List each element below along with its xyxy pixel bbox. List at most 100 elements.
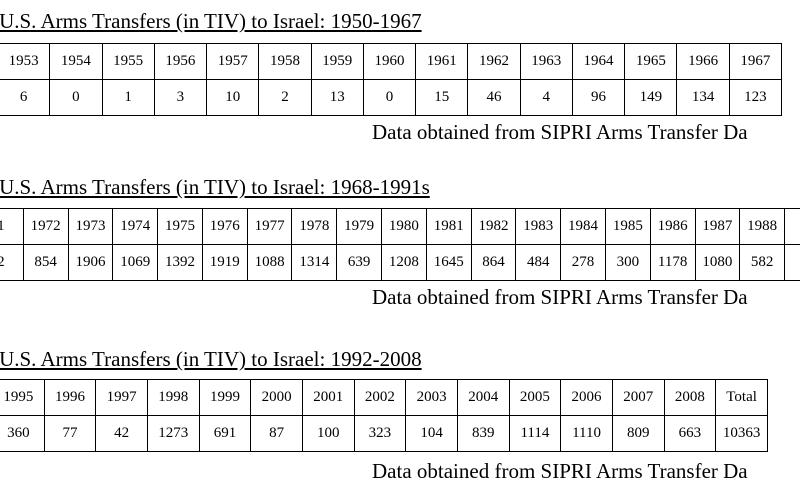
value-cell: 1069 bbox=[112, 244, 159, 281]
year-cell: 1986 bbox=[649, 208, 696, 245]
year-cell: 1978 bbox=[291, 208, 338, 245]
year-cell: 1957 bbox=[206, 43, 260, 80]
value-cell: 809 bbox=[611, 415, 665, 452]
year-cell: 1955 bbox=[101, 43, 155, 80]
value-cell: 639 bbox=[336, 244, 383, 281]
value-cell: 149 bbox=[624, 79, 678, 116]
value-cell: 2 bbox=[784, 244, 800, 281]
value-cell: 96 bbox=[571, 79, 626, 116]
value-cell: 278 bbox=[560, 244, 606, 281]
value-cell: 1273 bbox=[146, 415, 200, 452]
value-cell: 663 bbox=[663, 415, 717, 452]
value-cell: 15 bbox=[415, 79, 469, 116]
table-row-years: 1 1972 1973 1974 1975 1976 1977 1978 197… bbox=[0, 208, 800, 245]
value-cell: 3 bbox=[153, 79, 208, 116]
year-cell: 1972 bbox=[22, 208, 69, 245]
value-cell: 1314 bbox=[291, 244, 338, 281]
arms-transfer-table: 1953 1954 1955 1956 1957 1958 1959 1960 … bbox=[0, 43, 783, 116]
year-cell: 1980 bbox=[381, 208, 427, 245]
year-cell: 1981 bbox=[425, 208, 472, 245]
value-cell: 582 bbox=[739, 244, 786, 281]
value-cell: 77 bbox=[43, 415, 97, 452]
year-cell: 1975 bbox=[157, 208, 203, 245]
year-cell: 1967 bbox=[728, 43, 783, 80]
year-cell: 1953 bbox=[0, 43, 51, 80]
value-cell: 42 bbox=[95, 415, 148, 452]
year-cell: 1964 bbox=[571, 43, 626, 80]
year-cell: 1956 bbox=[153, 43, 208, 80]
table-title: : U.S. Arms Transfers (in TIV) to Israel… bbox=[0, 175, 430, 199]
year-cell: 1995 bbox=[0, 379, 45, 416]
year-cell: 1963 bbox=[519, 43, 573, 80]
year-cell: 2003 bbox=[405, 379, 458, 416]
value-cell: 864 bbox=[470, 244, 517, 281]
source-note: Data obtained from SIPRI Arms Transfer D… bbox=[372, 120, 748, 144]
table-row-years: 1953 1954 1955 1956 1957 1958 1959 1960 … bbox=[0, 43, 783, 80]
table-row-values: 360 77 42 1273 691 87 100 323 104 839 11… bbox=[0, 415, 768, 452]
value-cell: 691 bbox=[198, 415, 252, 452]
year-cell: 1962 bbox=[467, 43, 521, 80]
value-cell: 1906 bbox=[67, 244, 114, 281]
value-cell: 1178 bbox=[649, 244, 696, 281]
table-row-values: 2 854 1906 1069 1392 1919 1088 1314 639 … bbox=[0, 244, 800, 281]
year-cell: 1959 bbox=[310, 43, 364, 80]
year-cell: 1 bbox=[0, 208, 24, 245]
value-cell: 0 bbox=[362, 79, 417, 116]
value-cell: 1088 bbox=[246, 244, 293, 281]
year-cell: 2008 bbox=[663, 379, 717, 416]
value-cell: 484 bbox=[515, 244, 562, 281]
year-cell: 2004 bbox=[456, 379, 510, 416]
year-cell: 1982 bbox=[470, 208, 517, 245]
table-row-years: 1995 1996 1997 1998 1999 2000 2001 2002 … bbox=[0, 379, 768, 416]
year-cell: 1984 bbox=[560, 208, 606, 245]
value-cell: 6 bbox=[0, 79, 51, 116]
year-cell: 1958 bbox=[258, 43, 312, 80]
value-cell: 4 bbox=[519, 79, 573, 116]
value-cell: 300 bbox=[604, 244, 651, 281]
year-cell: 1987 bbox=[694, 208, 741, 245]
year-cell: 1985 bbox=[604, 208, 651, 245]
year-cell: 2005 bbox=[508, 379, 562, 416]
year-cell: 1960 bbox=[362, 43, 417, 80]
value-cell: 1208 bbox=[381, 244, 427, 281]
value-cell: 2 bbox=[0, 244, 24, 281]
value-cell: 839 bbox=[456, 415, 510, 452]
arms-transfer-table: 1 1972 1973 1974 1975 1976 1977 1978 197… bbox=[0, 208, 800, 281]
value-cell: 1080 bbox=[694, 244, 741, 281]
year-cell: 1965 bbox=[624, 43, 678, 80]
year-cell: 2001 bbox=[301, 379, 355, 416]
year-cell: 1988 bbox=[739, 208, 786, 245]
arms-transfer-table: 1995 1996 1997 1998 1999 2000 2001 2002 … bbox=[0, 379, 768, 452]
value-cell: 360 bbox=[0, 415, 45, 452]
year-cell: 2002 bbox=[353, 379, 407, 416]
source-note: Data obtained from SIPRI Arms Transfer D… bbox=[372, 285, 748, 309]
value-cell: 46 bbox=[467, 79, 521, 116]
year-cell: 1979 bbox=[336, 208, 383, 245]
year-cell: 1977 bbox=[246, 208, 293, 245]
value-cell: 100 bbox=[301, 415, 355, 452]
year-cell: 1954 bbox=[49, 43, 103, 80]
year-cell: 2006 bbox=[560, 379, 613, 416]
year-cell: 2000 bbox=[250, 379, 303, 416]
year-cell: 1997 bbox=[95, 379, 148, 416]
table-title: : U.S. Arms Transfers (in TIV) to Israel… bbox=[0, 347, 422, 371]
year-cell: 1983 bbox=[515, 208, 562, 245]
value-cell: 1645 bbox=[425, 244, 472, 281]
value-cell: 854 bbox=[22, 244, 69, 281]
year-cell: 1966 bbox=[676, 43, 730, 80]
value-cell: 10 bbox=[206, 79, 260, 116]
value-cell: 1392 bbox=[157, 244, 203, 281]
value-cell: 323 bbox=[353, 415, 407, 452]
year-cell: 1974 bbox=[112, 208, 159, 245]
table-row-values: 6 0 1 3 10 2 13 0 15 46 4 96 149 134 123 bbox=[0, 79, 783, 116]
value-cell: 1919 bbox=[201, 244, 248, 281]
source-note: Data obtained from SIPRI Arms Transfer D… bbox=[372, 459, 748, 483]
value-cell: 87 bbox=[250, 415, 303, 452]
year-cell: 1998 bbox=[146, 379, 200, 416]
value-cell: 104 bbox=[405, 415, 458, 452]
year-cell: 1961 bbox=[415, 43, 469, 80]
value-cell: 1110 bbox=[560, 415, 613, 452]
year-cell: Total bbox=[715, 379, 768, 416]
year-cell: 1973 bbox=[67, 208, 114, 245]
value-cell: 0 bbox=[49, 79, 103, 116]
